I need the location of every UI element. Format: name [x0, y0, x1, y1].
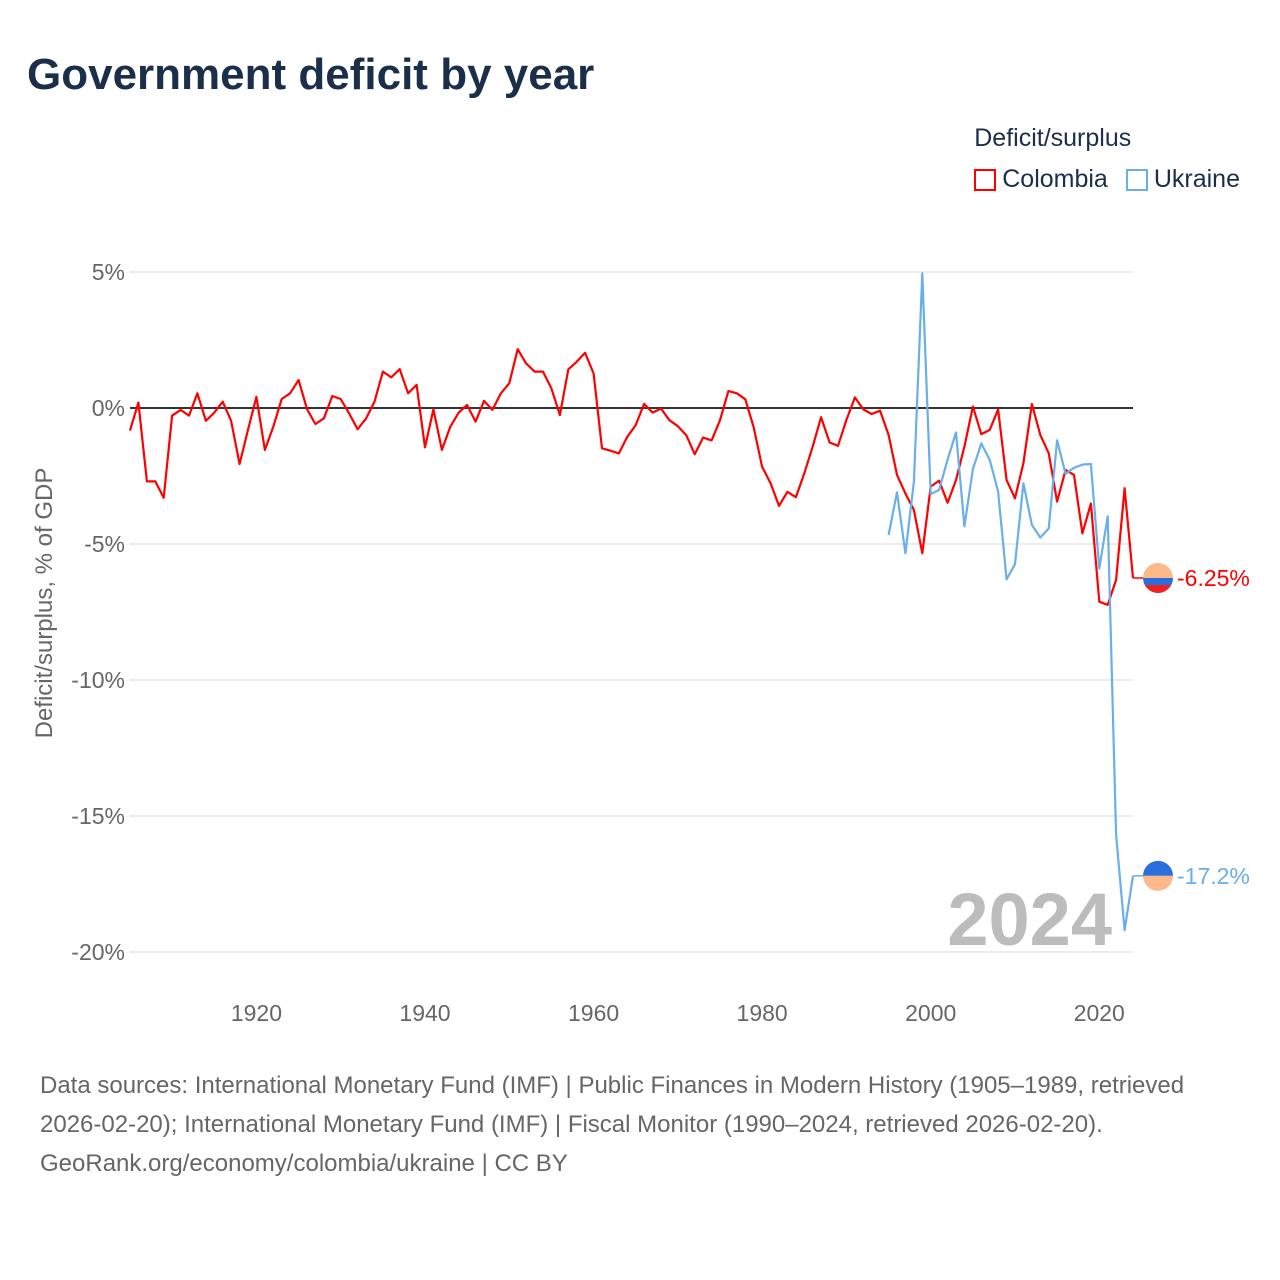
- x-tick-label: 1980: [737, 1000, 788, 1026]
- legend-label-colombia: Colombia: [1002, 165, 1108, 193]
- y-tick-label: -10%: [71, 667, 125, 693]
- legend-title: Deficit/surplus: [974, 124, 1132, 152]
- legend: Deficit/surplus Colombia Ukraine: [974, 124, 1240, 194]
- legend-swatch-colombia: [974, 168, 997, 191]
- legend-item-colombia[interactable]: Colombia: [974, 165, 1108, 194]
- y-tick-label: 5%: [92, 259, 125, 285]
- y-tick-label: -5%: [84, 531, 125, 557]
- x-tick-label: 1920: [231, 1000, 282, 1026]
- flag-stripe: [1143, 578, 1173, 585]
- year-watermark: 2024: [947, 878, 1112, 961]
- y-tick-label: -15%: [71, 803, 125, 829]
- series-line-ukraine: [887, 272, 1135, 932]
- flag-stripe: [1143, 585, 1173, 593]
- ukraine-flag-marker: [1143, 860, 1173, 891]
- x-tick-label: 2000: [905, 1000, 956, 1026]
- chart-title: Government deficit by year: [27, 50, 595, 99]
- y-axis-label: Deficit/surplus, % of GDP: [31, 468, 58, 739]
- flag-stripe: [1143, 860, 1173, 876]
- flag-icon: [1143, 563, 1173, 593]
- x-tick-label: 2020: [1074, 1000, 1125, 1026]
- flag-stripe: [1143, 563, 1173, 578]
- x-tick-label: 1940: [399, 1000, 450, 1026]
- colombia-flag-marker: [1143, 563, 1173, 593]
- line-chart: 5% 0% -5% -10% -15% -20% 1920 1940 1960 1980 2000 2…: [31, 259, 1250, 1026]
- series-line-colombia: [128, 348, 1135, 607]
- end-value-label-ukraine: -17.2%: [1177, 863, 1250, 889]
- flag-icon: [1143, 860, 1173, 891]
- flag-stripe: [1143, 875, 1173, 891]
- y-tick-label: 0%: [92, 395, 125, 421]
- legend-item-ukraine[interactable]: Ukraine: [1125, 165, 1240, 194]
- credit-link[interactable]: GeoRank.org/economy/colombia/ukraine | C…: [40, 1150, 568, 1177]
- footer: Data sources: International Monetary Fun…: [40, 1066, 1240, 1183]
- y-tick-label: -20%: [71, 939, 125, 965]
- legend-swatch-ukraine: [1125, 168, 1148, 191]
- data-sources: Data sources: International Monetary Fun…: [40, 1072, 1185, 1138]
- end-value-label-colombia: -6.25%: [1177, 565, 1250, 591]
- x-tick-label: 1960: [568, 1000, 619, 1026]
- legend-label-ukraine: Ukraine: [1153, 165, 1240, 193]
